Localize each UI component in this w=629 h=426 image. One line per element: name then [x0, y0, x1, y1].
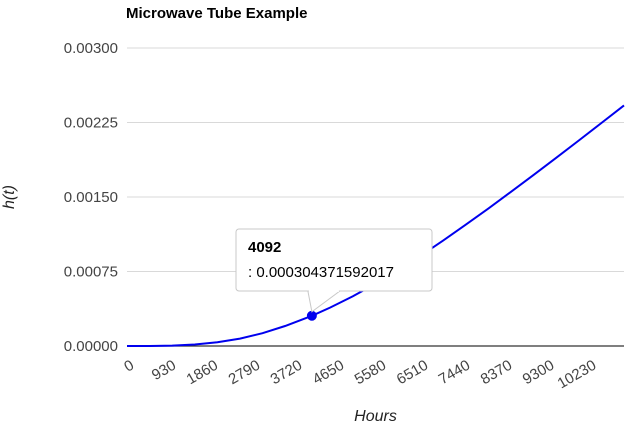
tooltip-pointer [307, 290, 342, 313]
y-tick-label: 0.00150 [64, 189, 118, 206]
x-tick-label: 2790 [226, 357, 263, 388]
x-tick-label: 8370 [478, 357, 515, 388]
x-tick-label: 9300 [520, 357, 557, 388]
x-tick-label: 3720 [268, 357, 305, 388]
x-tick-label: 7440 [436, 357, 473, 388]
y-axis-label: h(t) [1, 185, 18, 209]
x-tick-label: 0 [121, 357, 137, 376]
highlighted-point[interactable] [306, 310, 317, 321]
x-tick-label: 5580 [352, 357, 389, 388]
label-layer: Microwave Tube Example Hours h(t) [1, 5, 397, 425]
tooltip-title: 4092 [248, 239, 281, 256]
tooltip-value: : 0.000304371592017 [248, 264, 394, 281]
x-axis-label: Hours [354, 408, 397, 425]
tooltip-layer: 4092 : 0.000304371592017 [235, 228, 433, 313]
y-tick-label: 0.00300 [64, 40, 118, 57]
x-tick-label: 6510 [394, 357, 431, 388]
y-tick-label: 0.00075 [64, 264, 118, 281]
series-line [127, 104, 625, 347]
x-tick-label: 1860 [184, 357, 221, 388]
y-tick-label: 0.00225 [64, 115, 118, 132]
series-layer [127, 104, 625, 347]
chart-title: Microwave Tube Example [126, 5, 307, 22]
x-tick-label: 10230 [555, 357, 600, 393]
x-tick-label: 4650 [310, 357, 347, 388]
y-tick-label: 0.00000 [64, 338, 118, 355]
x-tick-label: 930 [149, 357, 179, 384]
